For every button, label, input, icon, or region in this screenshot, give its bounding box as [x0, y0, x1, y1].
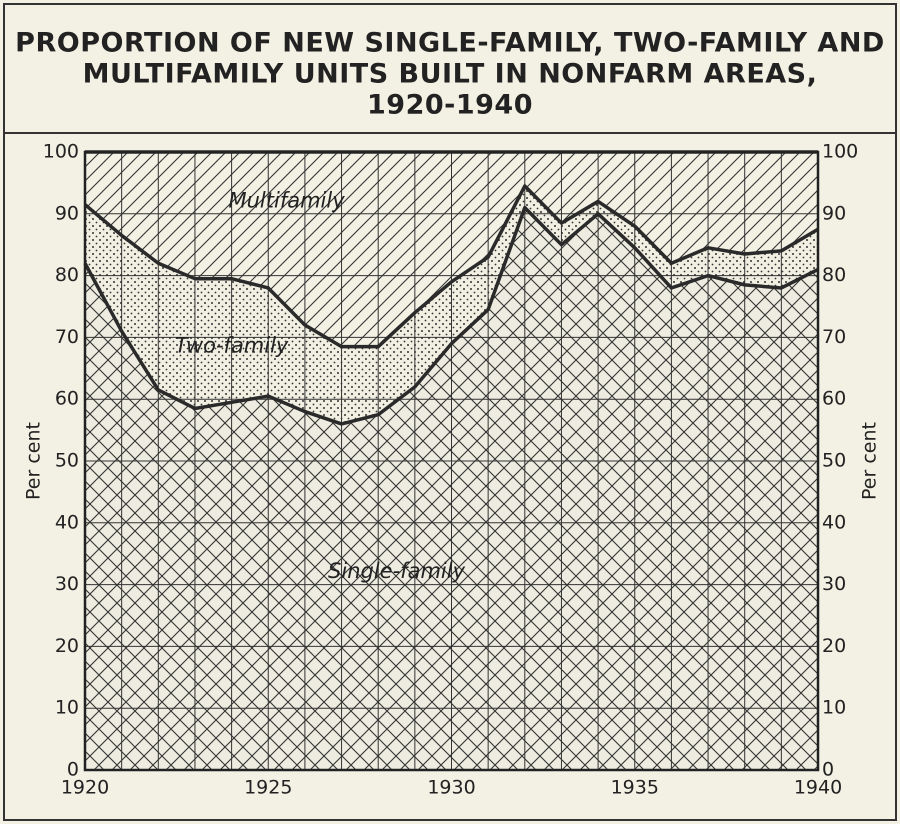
chart-title: PROPORTION OF NEW SINGLE-FAMILY, TWO-FAM…: [15, 28, 885, 59]
y2-tick-label: 50: [822, 450, 846, 472]
y2-tick-label: 40: [822, 511, 846, 533]
x-tick-label: 1920: [61, 777, 109, 799]
y-tick-label: 100: [43, 141, 79, 163]
y2-tick-label: 60: [822, 388, 846, 410]
y2-tick-label: 20: [822, 635, 846, 657]
y-tick-label: 50: [55, 450, 79, 472]
y-tick-label: 90: [55, 202, 79, 224]
y2-tick-label: 30: [822, 573, 846, 595]
y2-tick-label: 70: [822, 326, 846, 348]
y2-tick-label: 90: [822, 202, 846, 224]
area-label: Two-family: [175, 334, 289, 358]
y-tick-label: 30: [55, 573, 79, 595]
y2-tick-label: 80: [822, 264, 846, 286]
y-tick-label: 20: [55, 635, 79, 657]
y2-tick-label: 10: [822, 697, 846, 719]
y-tick-label: 60: [55, 388, 79, 410]
y-tick-label: 10: [55, 697, 79, 719]
y-tick-label: 40: [55, 511, 79, 533]
y-axis-label: Per cent: [23, 422, 45, 500]
series-line: [83, 205, 819, 426]
x-tick-label: 1935: [611, 777, 659, 799]
plot-border: [83, 150, 820, 772]
frame: [3, 3, 897, 821]
y-tick-label: 70: [55, 326, 79, 348]
chart-title: MULTIFAMILY UNITS BUILT IN NONFARM AREAS…: [83, 59, 818, 90]
area-label: Single-family: [328, 559, 466, 583]
y2-tick-label: 100: [822, 141, 858, 163]
chart-title: 1920-1940: [367, 90, 533, 121]
x-tick-label: 1930: [427, 777, 475, 799]
y2-tick-label: 0: [822, 759, 834, 781]
area-label: Multifamily: [228, 188, 345, 212]
series-line: [83, 184, 819, 349]
y-tick-label: 80: [55, 264, 79, 286]
x-tick-label: 1940: [794, 777, 842, 799]
y-tick-label: 0: [67, 759, 79, 781]
x-tick-label: 1925: [244, 777, 292, 799]
y2-axis-label: Per cent: [859, 422, 881, 500]
